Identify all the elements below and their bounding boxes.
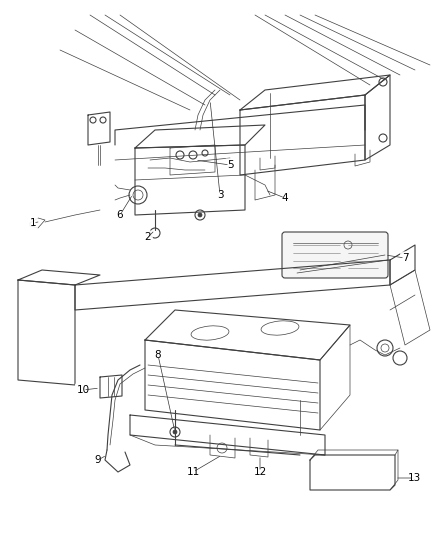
Text: 8: 8 [155, 350, 161, 360]
Text: 13: 13 [407, 473, 420, 483]
Circle shape [198, 213, 202, 217]
Text: 12: 12 [253, 467, 267, 477]
Text: 11: 11 [187, 467, 200, 477]
Text: 7: 7 [402, 253, 408, 263]
Ellipse shape [191, 326, 229, 340]
Text: 6: 6 [117, 210, 124, 220]
Text: 4: 4 [282, 193, 288, 203]
Text: 2: 2 [145, 232, 151, 242]
Text: 1: 1 [30, 218, 36, 228]
Text: 5: 5 [227, 160, 233, 170]
Text: 3: 3 [217, 190, 223, 200]
Text: 9: 9 [95, 455, 101, 465]
Ellipse shape [261, 321, 299, 335]
Circle shape [173, 430, 177, 434]
FancyBboxPatch shape [282, 232, 388, 278]
Text: 10: 10 [77, 385, 89, 395]
